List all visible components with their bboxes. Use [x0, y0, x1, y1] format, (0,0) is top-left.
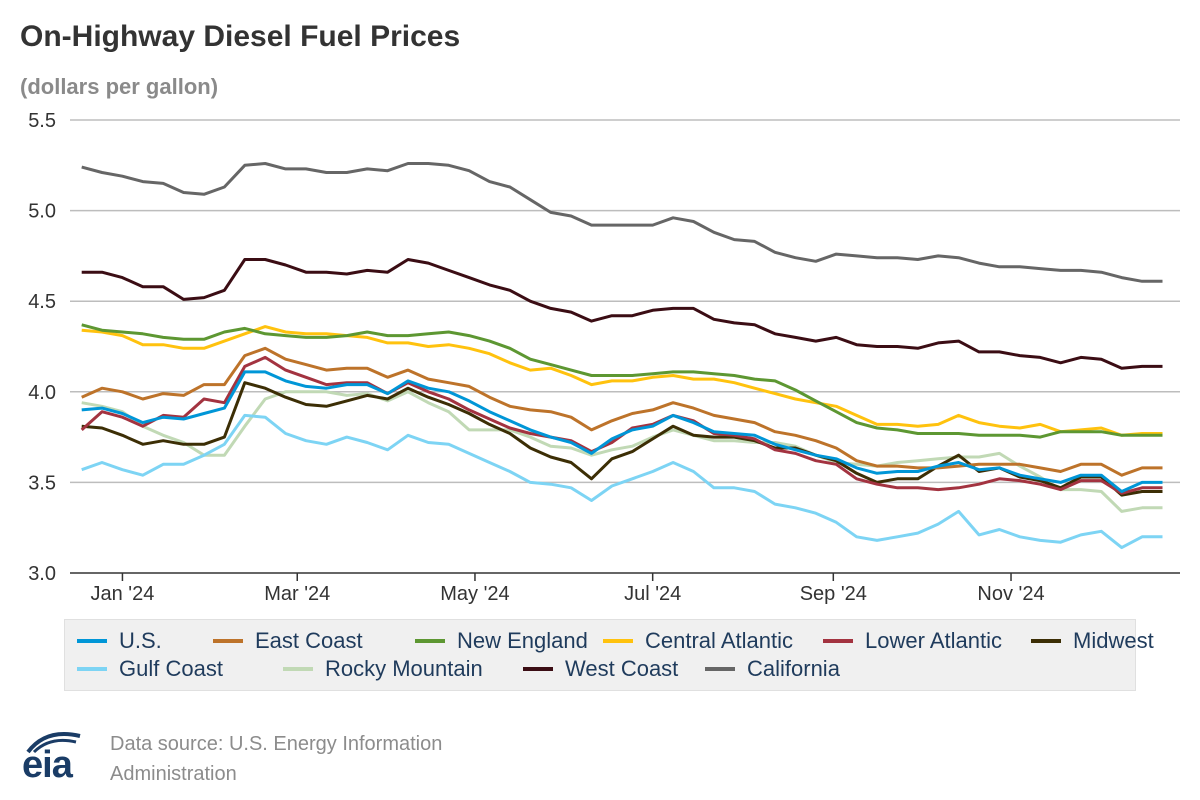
legend-item: East Coast [213, 628, 363, 654]
legend-item: West Coast [523, 656, 678, 682]
data-source-line1: Data source: U.S. Energy Information [110, 733, 443, 755]
eia-logo-arc-icon [26, 732, 81, 754]
legend-item: California [705, 656, 840, 682]
x-axis-ticks: Jan '24 Mar '24 May '24 Jul '24 Sep '24 Nov '… [91, 573, 1045, 605]
legend-swatch [283, 667, 313, 671]
y-tick-label: 4.5 [28, 291, 56, 313]
y-tick-label: 3.5 [28, 472, 56, 494]
legend-label: Rocky Mountain [325, 656, 483, 681]
legend-swatch [415, 639, 445, 643]
series-line-gulf-coast [81, 413, 1163, 550]
legend-swatch [823, 639, 853, 643]
series-line-california [81, 162, 1163, 283]
x-tick-label: Jul '24 [624, 583, 681, 605]
series-line-central-atlantic [81, 325, 1163, 437]
legend-swatch [1031, 639, 1061, 643]
y-axis-ticks: 3.0 3.5 4.0 4.5 5.0 5.5 [28, 110, 56, 585]
legend-swatch [705, 667, 735, 671]
series-line-u-s [81, 370, 1163, 493]
series-line-new-england [81, 323, 1163, 439]
eia-logo: eia [22, 730, 82, 786]
line-chart: 3.0 3.5 4.0 4.5 5.0 5.5 Jan '24 Mar '24 May '24… [28, 110, 1180, 605]
legend-swatch [603, 639, 633, 643]
y-tick-label: 3.0 [28, 563, 56, 585]
legend-item: Gulf Coast [77, 656, 223, 682]
y-tick-label: 5.5 [28, 110, 56, 132]
eia-logo-text: eia [22, 744, 73, 786]
x-tick-label: Sep '24 [800, 583, 867, 605]
legend: U.S. East Coast New England Central Atlanti… [64, 619, 1154, 691]
legend-label: Midwest [1073, 628, 1154, 653]
series-line-east-coast [81, 346, 1163, 477]
legend-label: East Coast [255, 628, 363, 653]
legend-swatch [213, 639, 243, 643]
series-lines [80, 162, 1163, 550]
legend-item: Central Atlantic [603, 628, 793, 654]
legend-label: Central Atlantic [645, 628, 793, 653]
y-tick-label: 5.0 [28, 201, 56, 223]
chart-title: On-Highway Diesel Fuel Prices [20, 20, 461, 53]
legend-item: Rocky Mountain [283, 656, 483, 682]
grid-lines [70, 119, 1180, 574]
legend-swatch [77, 639, 107, 643]
legend-swatch [523, 667, 553, 671]
x-tick-label: Nov '24 [977, 583, 1044, 605]
legend-label: Lower Atlantic [865, 628, 1002, 653]
data-source: Data source: U.S. Energy Information Adm… [110, 729, 442, 789]
legend-label: U.S. [119, 628, 162, 653]
series-line-rocky-mountain [81, 390, 1163, 513]
legend-label: California [747, 656, 840, 681]
legend-label: New England [457, 628, 588, 653]
legend-label: West Coast [565, 656, 679, 681]
legend-item: Lower Atlantic [823, 628, 1002, 654]
legend-item: U.S. [77, 628, 162, 654]
x-tick-label: Mar '24 [264, 583, 330, 605]
x-tick-label: Jan '24 [91, 583, 155, 605]
x-tick-label: May '24 [440, 583, 509, 605]
series-line-west-coast [81, 258, 1163, 370]
legend-item: Midwest [1031, 628, 1154, 654]
data-source-line2: Administration [110, 763, 237, 785]
legend-swatch [77, 667, 107, 671]
chart-subtitle: (dollars per gallon) [20, 74, 219, 99]
y-tick-label: 4.0 [28, 382, 56, 404]
legend-label: Gulf Coast [119, 656, 223, 681]
legend-item: New England [415, 628, 588, 654]
